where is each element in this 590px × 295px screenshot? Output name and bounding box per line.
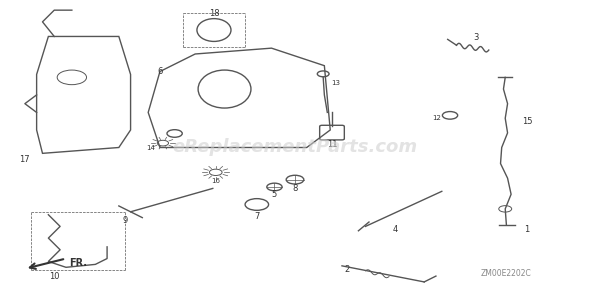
Text: 7: 7 <box>254 212 260 221</box>
Text: 15: 15 <box>522 117 533 126</box>
Text: 18: 18 <box>209 9 219 18</box>
Text: 1: 1 <box>525 225 530 234</box>
Text: 2: 2 <box>344 265 349 274</box>
Text: eReplacementParts.com: eReplacementParts.com <box>172 138 418 157</box>
Text: ZM00E2202C: ZM00E2202C <box>481 269 532 278</box>
Text: 3: 3 <box>473 33 478 42</box>
Text: 13: 13 <box>332 80 340 86</box>
Text: 10: 10 <box>49 272 60 281</box>
Text: 11: 11 <box>327 140 337 149</box>
Text: 17: 17 <box>19 155 30 164</box>
Text: 14: 14 <box>147 145 156 150</box>
Text: 8: 8 <box>292 184 298 193</box>
Text: 9: 9 <box>122 216 127 225</box>
Text: 4: 4 <box>392 225 398 234</box>
Text: 5: 5 <box>272 190 277 199</box>
Text: 16: 16 <box>211 178 220 184</box>
Text: 12: 12 <box>432 115 441 121</box>
Text: FR.: FR. <box>69 258 87 268</box>
Text: 6: 6 <box>158 67 163 76</box>
